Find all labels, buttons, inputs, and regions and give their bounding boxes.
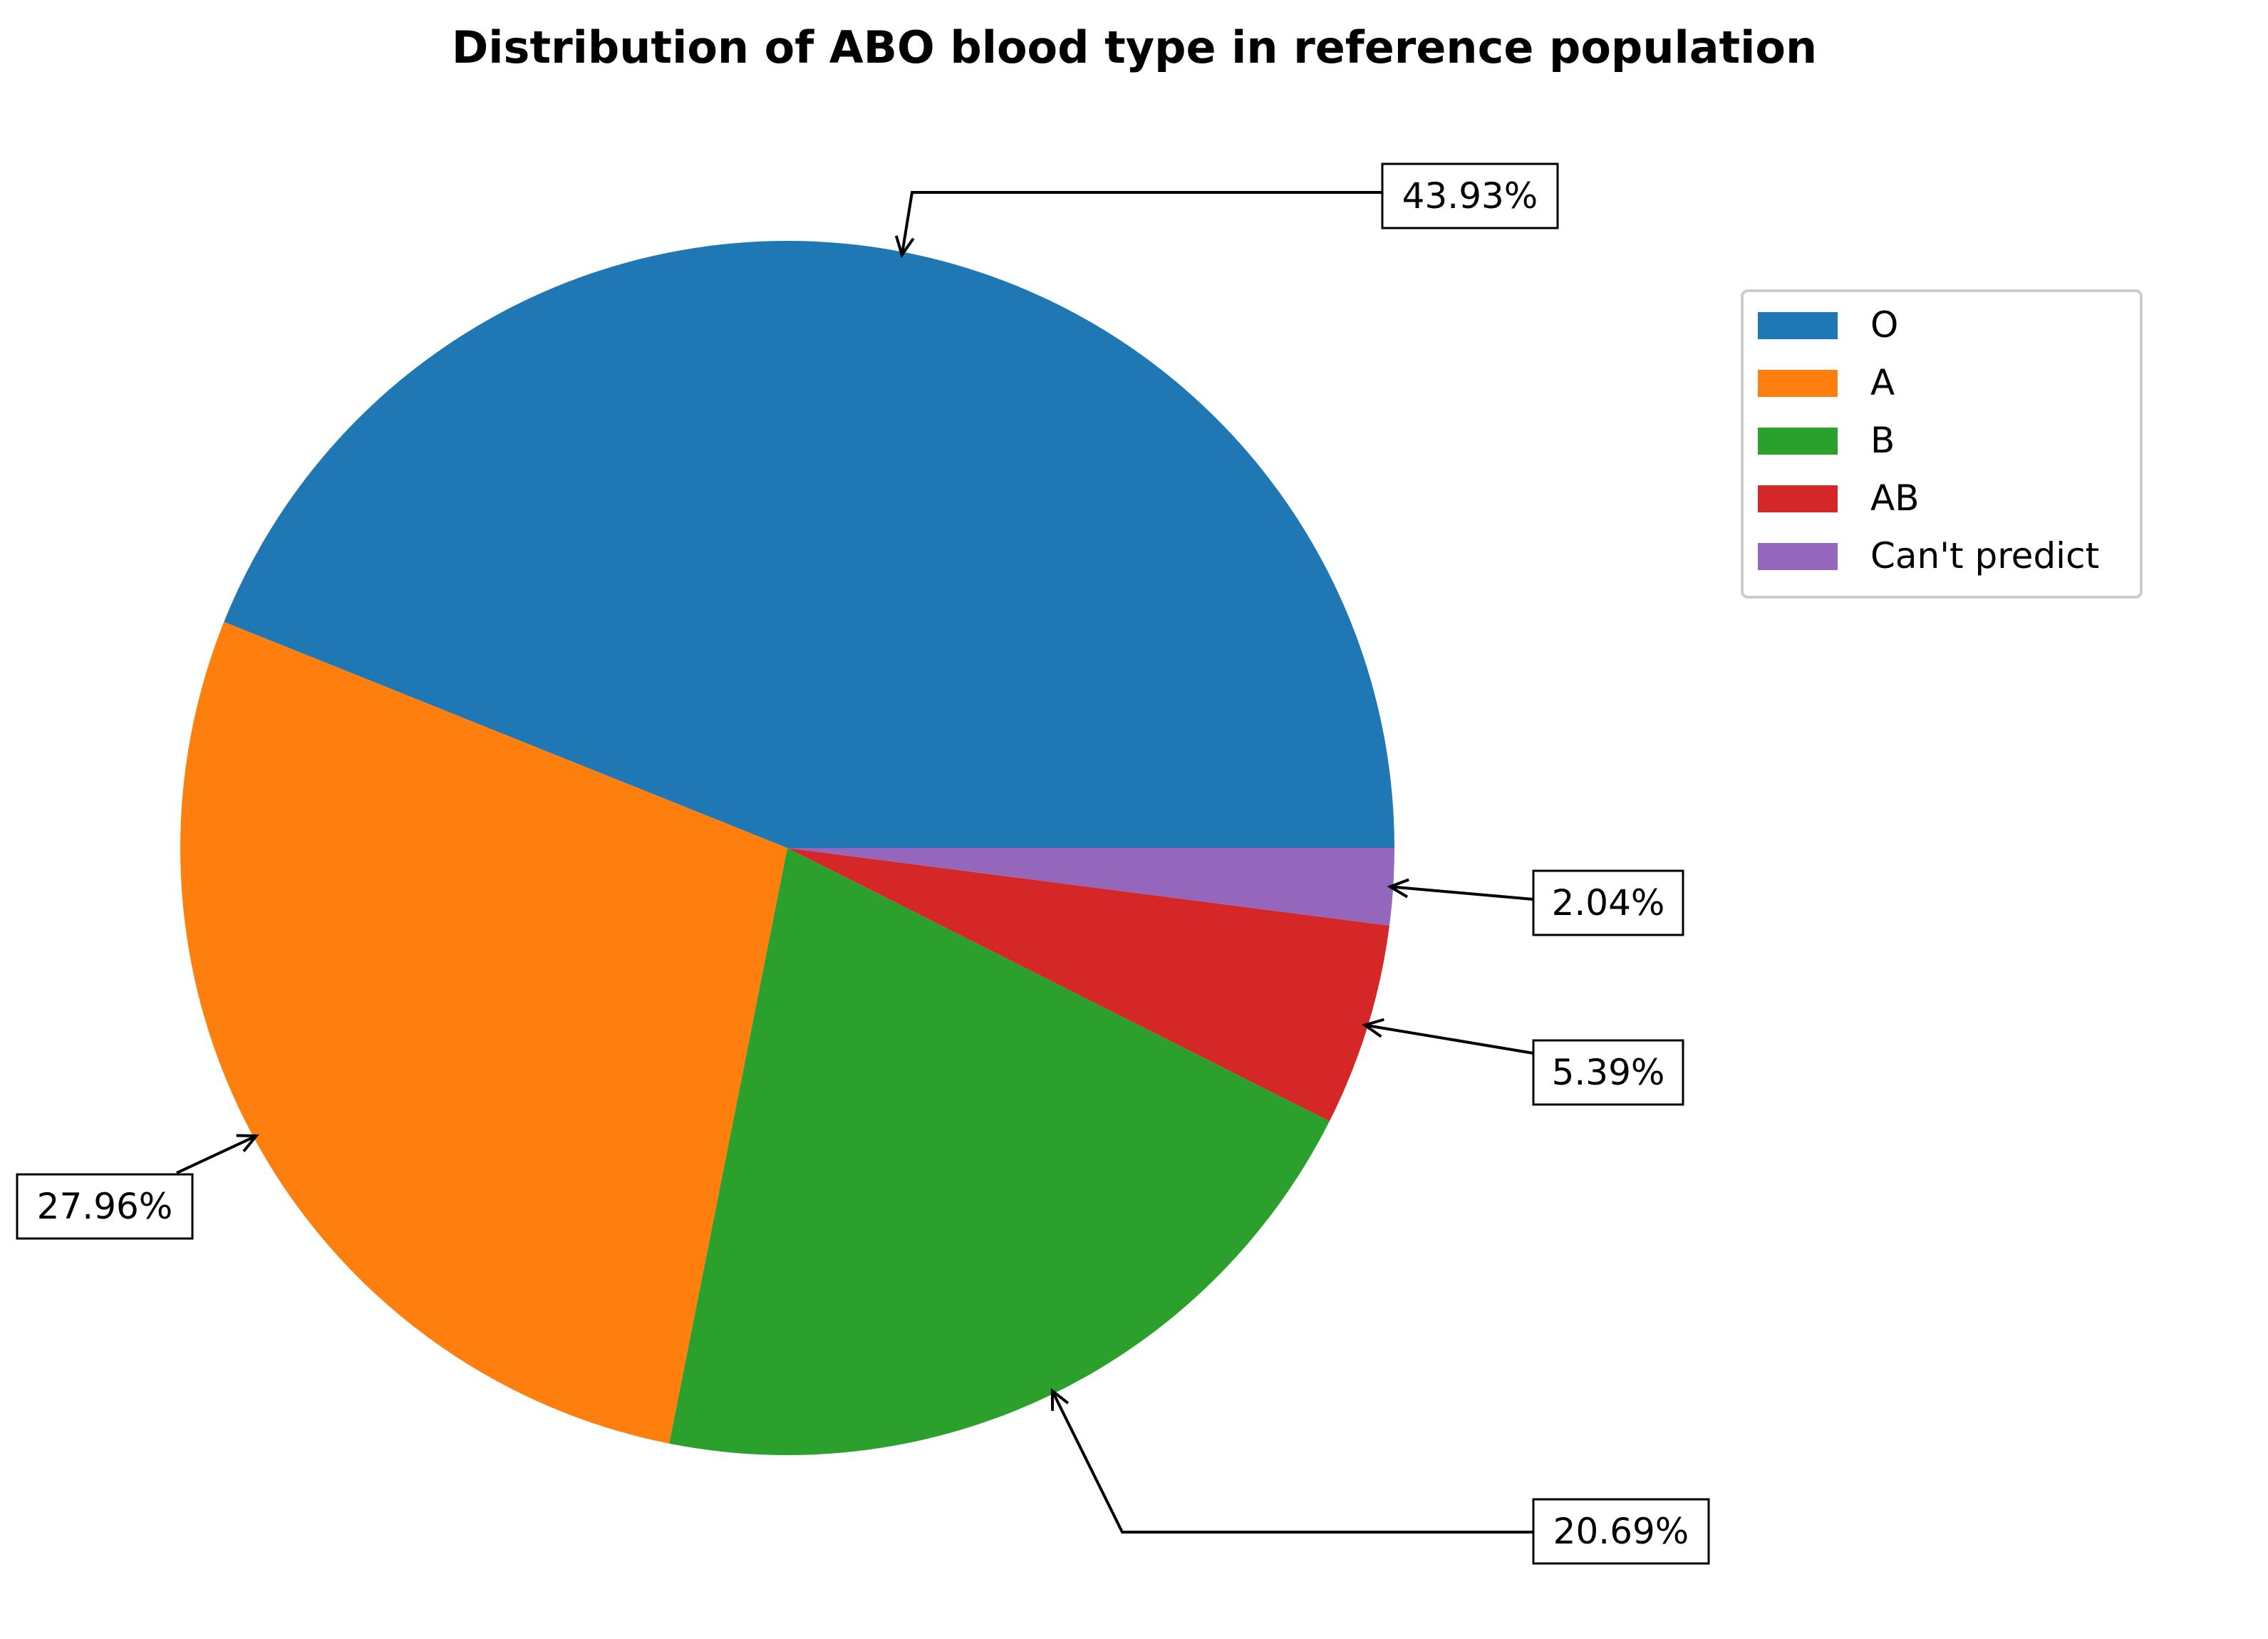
annotation-box-ab <box>1532 1039 1684 1106</box>
annotation-arrowhead-o <box>894 235 915 259</box>
annotation-line-o <box>900 191 1382 255</box>
slice-percent-label-a: 27.96% <box>37 1186 173 1227</box>
legend-label-b: B <box>1870 420 1895 461</box>
legend-label-o: O <box>1870 304 1898 346</box>
legend-swatch-a <box>1758 370 1838 397</box>
annotation-arrowhead-ab <box>1361 1018 1384 1038</box>
pie-slice-a <box>180 621 787 1444</box>
annotation-box-o <box>1381 162 1559 229</box>
annotation-line-can-t-predict <box>1389 885 1534 901</box>
slice-percent-label-can-t-predict: 2.04% <box>1552 882 1665 924</box>
slice-annotations: 43.93% 27.96% 20.69% 5.39% 2.04% <box>16 162 1710 1565</box>
annotation-line-a <box>176 1134 257 1174</box>
pie-slices <box>180 240 1394 1455</box>
annotation-box-b <box>1532 1498 1710 1565</box>
slice-percent-label-o: 43.93% <box>1402 175 1538 217</box>
legend-swatch-b <box>1758 428 1838 455</box>
legend-frame <box>1741 289 2143 599</box>
legend-swatch-o <box>1758 312 1838 339</box>
pie-slice-o <box>224 240 1394 848</box>
legend-swatch-can-t-predict <box>1758 543 1838 570</box>
annotation-line-ab <box>1365 1023 1534 1055</box>
annotation-arrowhead-can-t-predict <box>1387 878 1409 899</box>
annotation-box-a <box>16 1173 194 1240</box>
annotation-box-can-t-predict <box>1532 869 1684 936</box>
pie-slice-ab <box>787 848 1390 1122</box>
legend-label-ab: AB <box>1870 477 1920 519</box>
slice-percent-label-ab: 5.39% <box>1552 1052 1665 1093</box>
chart-title: Distribution of ABO blood type in refere… <box>452 21 1817 73</box>
annotation-line-b <box>1051 1390 1533 1534</box>
annotation-arrowhead-b <box>1050 1387 1070 1411</box>
pie-slice-can-t-predict <box>787 848 1394 926</box>
legend-label-a: A <box>1870 362 1895 403</box>
legend-swatch-ab <box>1758 485 1838 512</box>
annotation-arrowhead-a <box>236 1134 259 1152</box>
slice-percent-label-b: 20.69% <box>1553 1511 1689 1552</box>
pie-slice-b <box>669 848 1330 1455</box>
legend-label-can-t-predict: Can't predict <box>1870 535 2099 577</box>
